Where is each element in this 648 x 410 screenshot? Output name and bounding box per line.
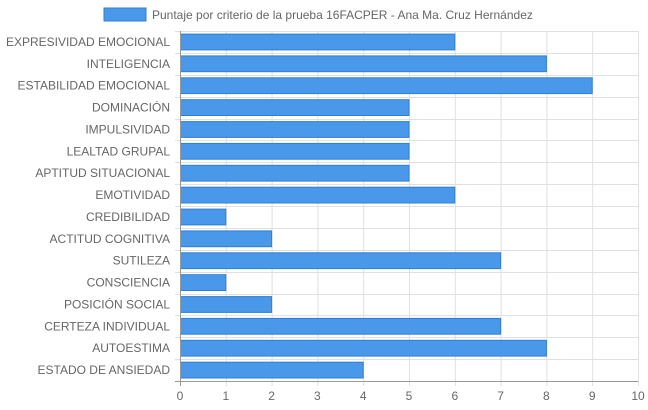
x-tick-label: 8	[543, 389, 550, 403]
legend-swatch[interactable]	[103, 7, 147, 22]
bar	[180, 142, 410, 160]
bar	[180, 230, 273, 248]
bar	[180, 339, 547, 357]
category-label: DOMINACIÓN	[92, 100, 170, 115]
category-label: APTITUD SITUACIONAL	[35, 166, 170, 180]
x-tick-label: 9	[589, 389, 596, 403]
bar	[180, 186, 456, 204]
x-tick-label: 0	[177, 389, 184, 403]
bar	[180, 77, 593, 95]
category-label: ACTITUD COGNITIVA	[50, 232, 170, 246]
category-label: CERTEZA INDIVIDUAL	[44, 319, 170, 333]
legend[interactable]: Puntaje por criterio de la prueba 16FACP…	[103, 7, 533, 22]
bar	[180, 55, 547, 73]
category-label: INTELIGENCIA	[87, 57, 170, 71]
bar	[180, 164, 410, 182]
category-label: EXPRESIVIDAD EMOCIONAL	[6, 35, 170, 49]
bar	[180, 33, 456, 51]
x-tick-label: 3	[314, 389, 321, 403]
x-tick-labels: 0 1 2 3 4 5 6 7 8 9 10	[177, 389, 645, 403]
bar	[180, 121, 410, 138]
x-tick-label: 2	[268, 389, 275, 403]
category-label: AUTOESTIMA	[92, 341, 170, 355]
x-tick-label: 4	[360, 389, 367, 403]
bar	[180, 296, 273, 313]
bar	[180, 317, 502, 335]
x-tick-label: 6	[451, 389, 458, 403]
bar	[180, 252, 502, 270]
category-label: EMOTIVIDAD	[95, 188, 170, 202]
bar	[180, 99, 410, 116]
category-label: IMPULSIVIDAD	[85, 122, 170, 136]
category-label: SUTILEZA	[113, 254, 170, 268]
bars	[180, 33, 593, 379]
x-tick-label: 1	[222, 389, 229, 403]
bar	[180, 274, 227, 292]
category-labels: EXPRESIVIDAD EMOCIONAL INTELIGENCIA ESTABI…	[6, 35, 170, 377]
bar	[180, 361, 364, 379]
category-label: ESTABILIDAD EMOCIONAL	[18, 79, 171, 93]
x-tick-label: 5	[406, 389, 413, 403]
category-label: CONSCIENCIA	[87, 276, 170, 290]
category-label: ESTADO DE ANSIEDAD	[38, 363, 171, 377]
legend-label[interactable]: Puntaje por criterio de la prueba 16FACP…	[152, 8, 533, 22]
category-label: LEALTAD GRUPAL	[67, 144, 171, 158]
x-tick-label: 10	[631, 389, 645, 403]
bar	[180, 208, 227, 226]
x-tick-label: 7	[497, 389, 504, 403]
category-label: POSICIÓN SOCIAL	[64, 296, 170, 311]
category-label: CREDIBILIDAD	[86, 210, 170, 224]
